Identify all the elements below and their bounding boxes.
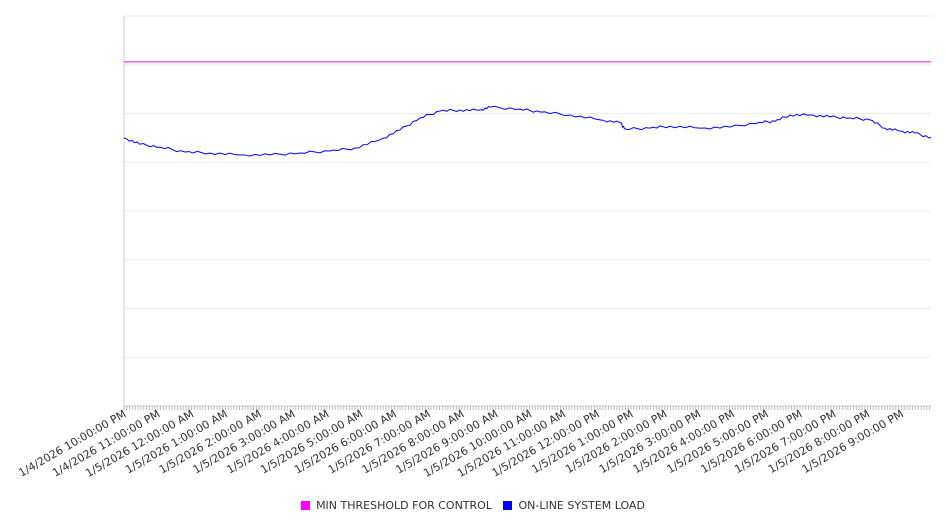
series-line-system-load xyxy=(123,105,932,157)
legend-label-system-load: ON-LINE SYSTEM LOAD xyxy=(518,499,645,512)
legend: MIN THRESHOLD FOR CONTROL ON-LINE SYSTEM… xyxy=(0,499,946,513)
legend-label-threshold: MIN THRESHOLD FOR CONTROL xyxy=(316,499,492,512)
legend-item-threshold[interactable]: MIN THRESHOLD FOR CONTROL xyxy=(301,499,492,512)
legend-swatch-threshold xyxy=(301,501,311,510)
legend-swatch-system-load xyxy=(503,501,513,510)
legend-item-system-load[interactable]: ON-LINE SYSTEM LOAD xyxy=(503,499,645,512)
